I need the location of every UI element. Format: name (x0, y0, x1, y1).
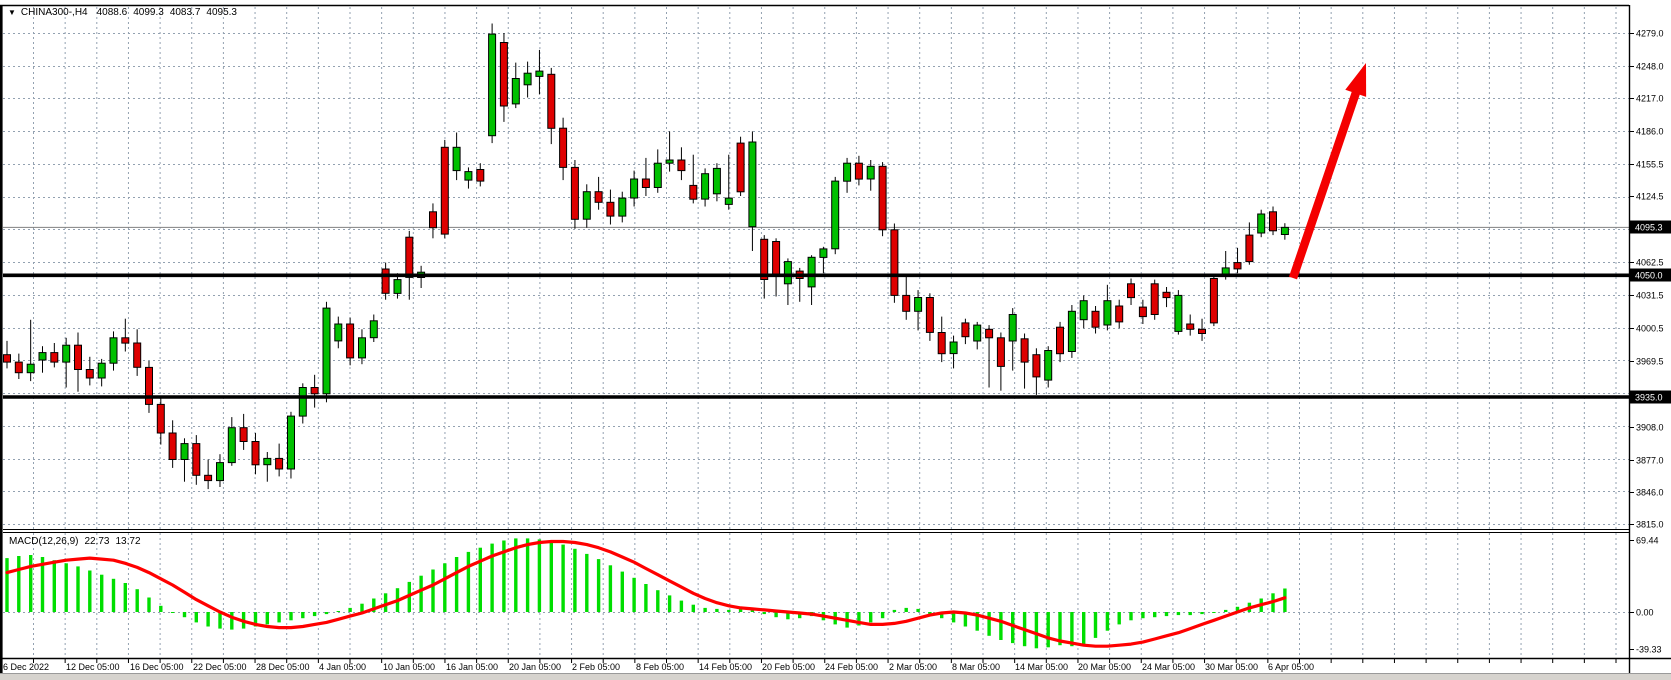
time-axis-label: 16 Jan 05:00 (446, 662, 498, 672)
price-axis-label: 3846.0 (1636, 488, 1664, 498)
price-tag-label: 4095.3 (1635, 223, 1663, 233)
price-axis-label: 3969.5 (1636, 357, 1664, 367)
horizontal-price-lines[interactable] (3, 273, 1629, 399)
time-axis-label: 20 Jan 05:00 (509, 662, 561, 672)
time-axis-label: 20 Feb 05:00 (762, 662, 815, 672)
price-tag-hline (1630, 390, 1671, 404)
time-axis-label: 2 Feb 05:00 (572, 662, 620, 672)
price-axis-label: 4248.0 (1636, 62, 1664, 72)
trend-arrow[interactable] (1288, 63, 1367, 280)
time-axis-label: 6 Apr 05:00 (1268, 662, 1314, 672)
time-axis-label: 14 Mar 05:00 (1015, 662, 1068, 672)
price-axis-label: 4217.0 (1636, 94, 1664, 104)
chart-title-bar: ▼ CHINA300-,H4 4088.6 4099.3 4083.7 4095… (8, 7, 237, 18)
price-axis-label: 3877.0 (1636, 456, 1664, 466)
price-axis-label: 4124.5 (1636, 192, 1664, 202)
price-axis-label: 4031.5 (1636, 291, 1664, 301)
macd-axis-label: 0.00 (1636, 608, 1654, 618)
macd-signal-line (5, 539, 1287, 648)
time-axis-label: 12 Dec 05:00 (66, 662, 120, 672)
price-axis-label: 3815.0 (1636, 520, 1664, 530)
close-value: 4095.3 (206, 7, 237, 18)
time-axis-label: 30 Mar 05:00 (1205, 662, 1258, 672)
time-axis[interactable]: 6 Dec 2022 12 Dec 05:00 16 Dec 05:00 22 Dec… (3, 659, 1617, 672)
time-axis-label: 6 Dec 2022 (3, 662, 49, 672)
price-tag-label: 3935.0 (1635, 393, 1663, 403)
time-axis-label: 14 Feb 05:00 (699, 662, 752, 672)
price-axis[interactable]: 4279.0 4248.0 4217.0 4186.0 4155.5 4124.5 4062… (1629, 29, 1671, 655)
macd-main-value: 22.73 (84, 536, 110, 547)
ohlc-readout: 4088.6 4099.3 4083.7 4095.3 (97, 7, 237, 18)
price-axis-label: 4279.0 (1636, 29, 1664, 39)
time-axis-label: 10 Jan 05:00 (383, 662, 435, 672)
footer-strip (0, 674, 1671, 680)
symbol-period-label: CHINA300-,H4 (20, 7, 88, 18)
price-tag-current-price (1630, 220, 1671, 234)
price-axis-label: 4155.5 (1636, 160, 1664, 170)
price-tag-hline (1630, 268, 1671, 282)
time-axis-label: 24 Mar 05:00 (1142, 662, 1195, 672)
macd-axis-label: 69.44 (1636, 536, 1659, 546)
grid (3, 7, 1629, 658)
macd-axis-label: -39.33 (1636, 645, 1662, 655)
time-axis-label: 4 Jan 05:00 (319, 662, 366, 672)
candlestick-series[interactable] (3, 23, 1289, 490)
pane-borders (0, 4, 1671, 673)
price-axis-label: 4062.5 (1636, 258, 1664, 268)
time-axis-label: 8 Feb 05:00 (636, 662, 684, 672)
price-axis-label: 3908.0 (1636, 423, 1664, 433)
price-axis-label: 4186.0 (1636, 127, 1664, 137)
macd-params-label: MACD(12,26,9) (9, 536, 79, 547)
time-axis-label: 8 Mar 05:00 (952, 662, 1000, 672)
time-axis-label: 22 Dec 05:00 (193, 662, 247, 672)
time-axis-label: 16 Dec 05:00 (130, 662, 184, 672)
price-axis-label: 4000.5 (1636, 324, 1664, 334)
open-value: 4088.6 (96, 7, 128, 18)
symbol-dropdown-icon[interactable]: ▼ (8, 7, 16, 17)
macd-indicator-label: MACD(12,26,9) 22.73 13.72 (9, 536, 141, 547)
low-value: 4083.7 (169, 7, 201, 18)
time-axis-label: 2 Mar 05:00 (889, 662, 937, 672)
time-axis-label: 24 Feb 05:00 (825, 662, 878, 672)
high-value: 4099.3 (133, 7, 164, 18)
time-axis-label: 20 Mar 05:00 (1078, 662, 1131, 672)
time-axis-label: 28 Dec 05:00 (256, 662, 310, 672)
macd-signal-value: 13.72 (115, 536, 141, 547)
price-tag-label: 4050.0 (1635, 271, 1663, 281)
